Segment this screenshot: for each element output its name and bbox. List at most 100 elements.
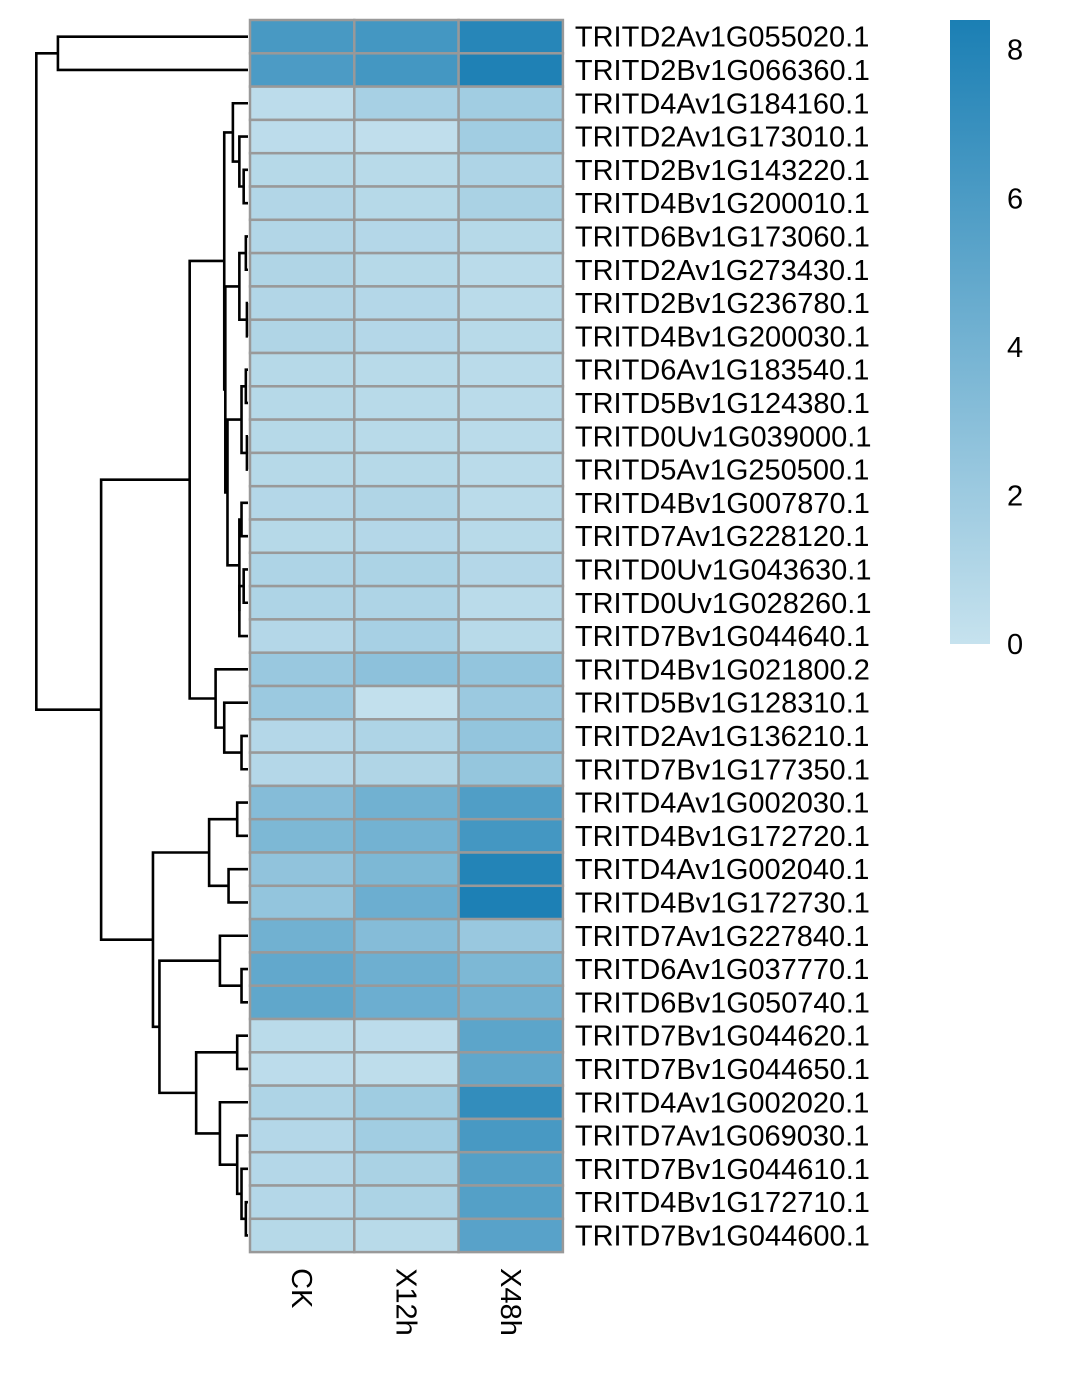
- row-label: TRITD6Bv1G173060.1: [575, 221, 870, 253]
- heatmap-cell: [353, 784, 460, 821]
- heatmap-cell: [353, 1051, 460, 1087]
- heatmap-cell: [457, 85, 565, 122]
- legend-tick-label: 8: [1007, 35, 1023, 67]
- heatmap-cell: [248, 784, 356, 821]
- heatmap-cell: [353, 218, 460, 255]
- heatmap-cell: [457, 1084, 565, 1121]
- heatmap-cell: [353, 684, 460, 721]
- heatmap-cell: [248, 951, 356, 987]
- row-label: TRITD7Bv1G177350.1: [575, 754, 870, 786]
- dendrogram-branch: [99, 478, 190, 941]
- heatmap-cell: [248, 718, 356, 754]
- heatmap-cell: [248, 185, 356, 222]
- heatmap-cell: [248, 584, 356, 621]
- dendrogram-branch: [222, 701, 248, 754]
- heatmap-cell: [248, 52, 356, 88]
- row-label: TRITD4Bv1G021800.2: [575, 654, 870, 686]
- heatmap-cell: [353, 951, 460, 987]
- dendrogram-branch: [235, 1034, 248, 1071]
- dendrogram-branch: [227, 867, 248, 904]
- heatmap-cell: [457, 318, 565, 355]
- heatmap-cell: [457, 851, 565, 888]
- legend-color-bar: [950, 20, 990, 644]
- heatmap-cell: [248, 151, 356, 188]
- heatmap-cell: [248, 118, 356, 155]
- heatmap-cell: [457, 218, 565, 255]
- heatmap-cell: [457, 185, 565, 222]
- row-label: TRITD2Bv1G236780.1: [575, 288, 870, 320]
- row-label: TRITD4Bv1G172720.1: [575, 821, 870, 853]
- heatmap-cell: [353, 618, 460, 654]
- heatmap-cell: [353, 1150, 460, 1187]
- heatmap-cell: [353, 1017, 460, 1054]
- heatmap-cell: [353, 185, 460, 222]
- heatmap-cell: [457, 351, 565, 388]
- row-label: TRITD7Bv1G044600.1: [575, 1220, 870, 1252]
- heatmap-cell: [457, 817, 565, 854]
- row-label: TRITD4Bv1G007870.1: [575, 488, 870, 520]
- heatmap-cell: [457, 1051, 565, 1087]
- row-label: TRITD6Bv1G050740.1: [575, 987, 870, 1019]
- heatmap-cell: [457, 584, 565, 621]
- row-label: TRITD4Bv1G200030.1: [575, 321, 870, 353]
- heatmap-cell: [457, 651, 565, 688]
- heatmap-cell: [248, 1117, 356, 1154]
- row-label: TRITD2Av1G273430.1: [575, 255, 869, 287]
- heatmap-cell: [248, 1184, 356, 1221]
- heatmap-cell: [353, 851, 460, 888]
- column-label: X48h: [494, 1268, 526, 1336]
- heatmap-cell: [457, 251, 565, 288]
- heatmap-cell: [248, 1051, 356, 1087]
- heatmap-cell: [353, 285, 460, 321]
- row-label: TRITD5Bv1G124380.1: [575, 388, 870, 420]
- heatmap-cell: [248, 1150, 356, 1187]
- dendrogram-branch: [244, 235, 248, 272]
- dendrogram-branch: [194, 1051, 238, 1135]
- heatmap-cell: [353, 418, 460, 455]
- heatmap-cell: [248, 1017, 356, 1054]
- row-label: TRITD4Bv1G200010.1: [575, 188, 870, 220]
- row-label: TRITD7Bv1G044650.1: [575, 1054, 870, 1086]
- heatmap-cell: [248, 351, 356, 388]
- heatmap-cell: [353, 1117, 460, 1154]
- heatmap-cell: [457, 385, 565, 421]
- heatmap-cell: [248, 451, 356, 488]
- heatmap-cell: [353, 484, 460, 521]
- row-label: TRITD7Av1G227840.1: [575, 921, 869, 953]
- dendrogram-branch: [242, 168, 248, 205]
- dendrogram-branch: [222, 131, 233, 391]
- legend-tick-label: 6: [1007, 183, 1023, 215]
- legend-tick-label: 2: [1007, 480, 1023, 512]
- heatmap-cell: [248, 484, 356, 521]
- heatmap-cell: [353, 318, 460, 355]
- heatmap-cell: [457, 951, 565, 987]
- heatmap-cell: [248, 518, 356, 555]
- heatmap-cell: [248, 85, 356, 122]
- heatmap-cell: [353, 18, 460, 55]
- heatmap-cell: [353, 1217, 460, 1254]
- heatmap-cell: [248, 851, 356, 888]
- heatmap-cell: [457, 18, 565, 55]
- heatmap-cell: [457, 1150, 565, 1187]
- heatmap-cell: [353, 1084, 460, 1121]
- row-label: TRITD2Bv1G066360.1: [575, 55, 870, 87]
- heatmap-cell: [248, 984, 356, 1021]
- row-label: TRITD4Av1G002020.1: [575, 1087, 869, 1119]
- heatmap-cell: [353, 751, 460, 788]
- dendrogram-branch: [244, 368, 248, 405]
- legend-tick-label: 4: [1007, 332, 1023, 364]
- row-label: TRITD7Bv1G044610.1: [575, 1154, 870, 1186]
- heatmap-cell: [457, 551, 565, 588]
- dendrogram-branch: [207, 817, 238, 888]
- heatmap-cell: [248, 917, 356, 954]
- row-label: TRITD5Bv1G128310.1: [575, 688, 870, 720]
- dendrogram-branch: [245, 301, 249, 338]
- row-label: TRITD6Av1G037770.1: [575, 954, 869, 986]
- heatmap-cell: [248, 551, 356, 588]
- column-label: CK: [285, 1268, 317, 1309]
- heatmap-cell: [457, 917, 565, 954]
- row-label: TRITD2Av1G055020.1: [575, 22, 869, 54]
- heatmap-cell: [248, 1084, 356, 1121]
- row-label: TRITD6Av1G183540.1: [575, 355, 869, 387]
- heatmap-cell: [248, 218, 356, 255]
